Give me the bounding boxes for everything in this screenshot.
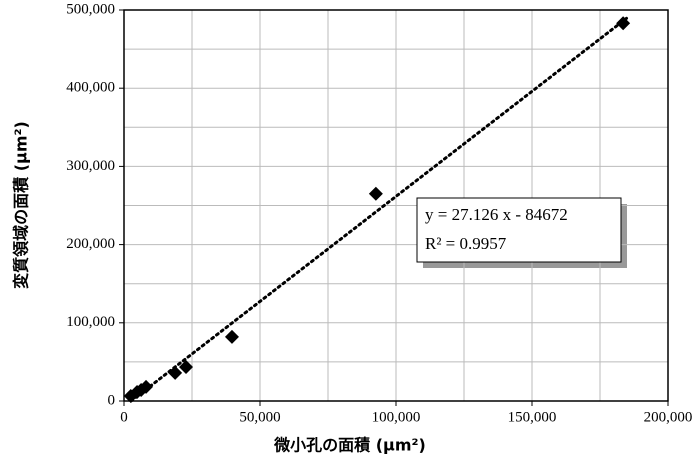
data-point <box>179 359 194 374</box>
annotation: R² = 0.9957 <box>425 234 507 253</box>
data-point <box>368 186 383 201</box>
y-tick-label: 300,000 <box>66 158 115 174</box>
y-tick-label: 100,000 <box>66 314 115 330</box>
data-point <box>224 329 239 344</box>
x-tick-label: 0 <box>120 409 128 425</box>
data-point <box>168 365 183 380</box>
trendline <box>129 16 629 403</box>
y-tick-label: 500,000 <box>66 1 115 17</box>
y-tick-label: 200,000 <box>66 236 115 252</box>
data-point <box>616 16 631 31</box>
y-axis-label: 変質領域の面積 (μm²) <box>12 121 31 289</box>
x-tick-label: 100,000 <box>372 409 421 425</box>
x-axis-label: 微小孔の面積 (μm²) <box>273 436 426 455</box>
annotation-box <box>416 197 622 263</box>
annotation: y = 27.126 x - 84672 <box>425 205 568 224</box>
x-tick-label: 50,000 <box>239 409 280 425</box>
data-point <box>139 379 154 394</box>
y-tick-label: 400,000 <box>66 80 115 96</box>
y-tick-label: 0 <box>108 392 116 408</box>
x-tick-label: 150,000 <box>508 409 557 425</box>
x-tick-label: 200,000 <box>644 409 693 425</box>
